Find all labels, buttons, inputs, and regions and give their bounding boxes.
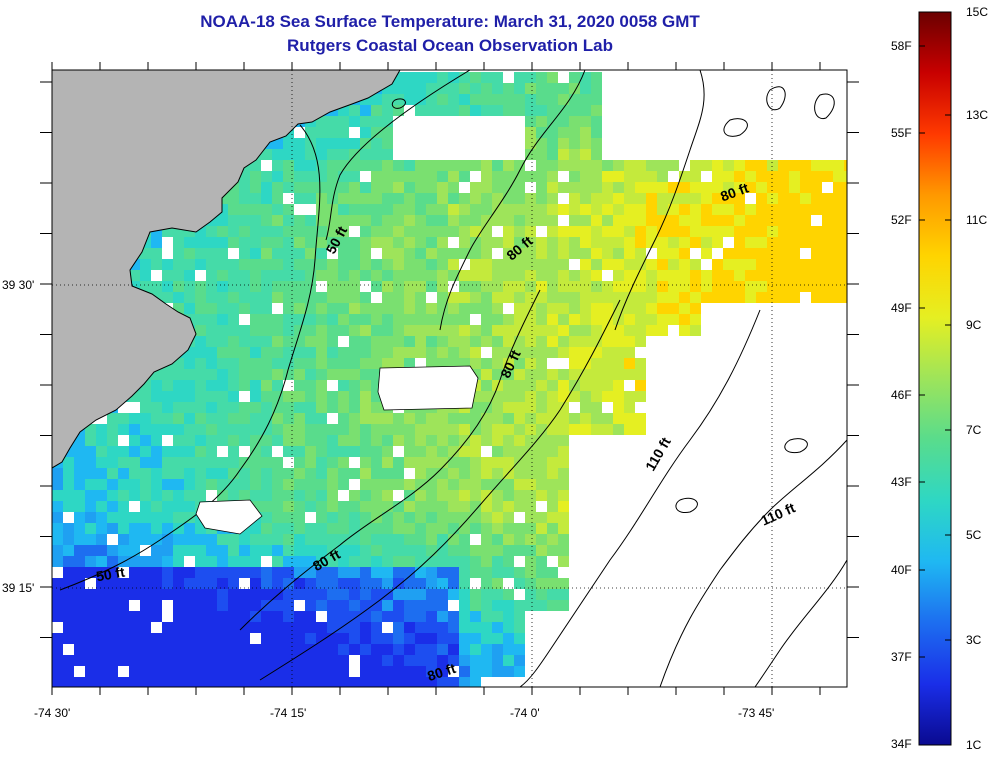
y-tick-label-1: 39 30' bbox=[2, 278, 35, 292]
colorbar-label-f-5: 46F bbox=[891, 388, 912, 402]
y-tick-label-2: 39 15' bbox=[2, 581, 35, 595]
colorbar-label-c-8: 1C bbox=[966, 738, 982, 752]
colorbar-label-f-4: 49F bbox=[891, 301, 912, 315]
colorbar-label-f-6: 43F bbox=[891, 475, 912, 489]
map-frame bbox=[51, 69, 848, 688]
colorbar-label-c-1: 15C bbox=[966, 5, 989, 19]
x-tick-label-2: -74 15' bbox=[270, 706, 307, 720]
map-subtitle: Rutgers Coastal Ocean Observation Lab bbox=[287, 36, 613, 55]
colorbar-label-f-9: 34F bbox=[891, 737, 912, 751]
colorbar-label-f-7: 40F bbox=[891, 563, 912, 577]
colorbar-label-c-2: 13C bbox=[966, 108, 989, 122]
no-data-regions bbox=[195, 365, 479, 535]
land-mass bbox=[52, 70, 401, 469]
colorbar-label-c-5: 7C bbox=[966, 423, 982, 437]
x-tick-label-4: -73 45' bbox=[738, 706, 775, 720]
graticule bbox=[52, 70, 847, 687]
map-title: NOAA-18 Sea Surface Temperature: March 3… bbox=[200, 12, 700, 31]
colorbar-label-c-6: 5C bbox=[966, 528, 982, 542]
map-plot-area bbox=[52, 70, 847, 687]
colorbar-label-c-7: 3C bbox=[966, 633, 982, 647]
colorbar-label-c-4: 9C bbox=[966, 318, 982, 332]
colorbar-label-c-3: 11C bbox=[966, 213, 988, 227]
colorbar-label-f-2: 55F bbox=[891, 126, 912, 140]
bathymetry-contours bbox=[59, 70, 847, 687]
colorbar-label-f-8: 37F bbox=[891, 650, 912, 664]
colorbar-label-f-3: 52F bbox=[891, 213, 912, 227]
x-tick-label-3: -74 0' bbox=[510, 706, 540, 720]
colorbar-label-f-1: 58F bbox=[891, 39, 912, 53]
x-tick-label-1: -74 30' bbox=[34, 706, 71, 720]
colorbar bbox=[918, 11, 952, 746]
